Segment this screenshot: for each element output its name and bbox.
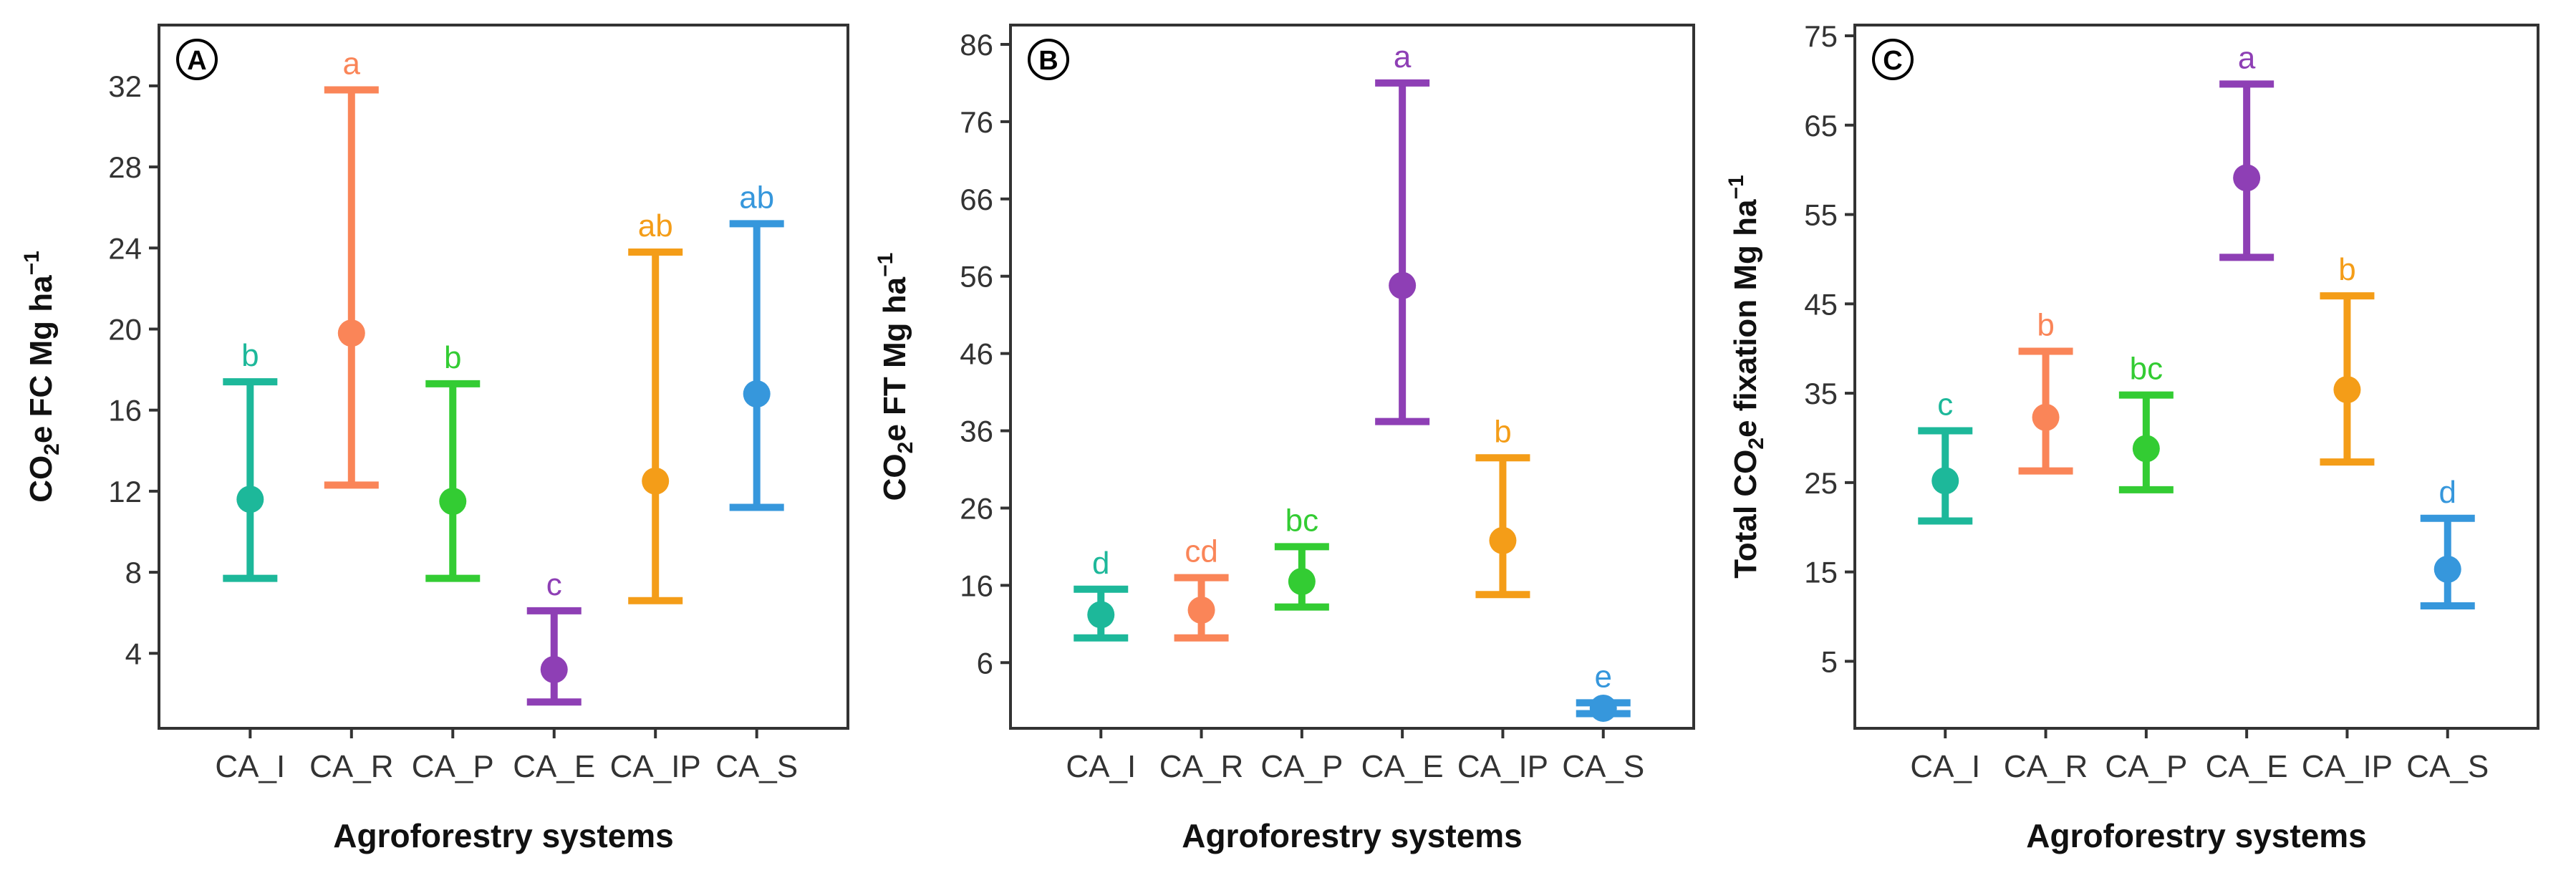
y-tick-label: 56: [960, 260, 993, 294]
y-axis-title: CO2e FT Mg ha−1: [874, 253, 917, 501]
panel-tag-circle: [1872, 39, 1914, 80]
x-tick-label: CA_E: [1361, 749, 1444, 784]
mean-point-CA_R: [337, 319, 365, 347]
mean-point-CA_E: [1389, 271, 1417, 299]
significance-letter-CA_P: bc: [2130, 352, 2163, 387]
x-axis-title: Agroforestry systems: [1182, 817, 1523, 854]
x-tick-label: CA_R: [2004, 749, 2088, 784]
panel-a: 4 8 12 16 20 24 28 32 CA_I CA_R CA_P CA_E CA_IP CA_S b…: [20, 24, 849, 854]
x-tick-label: CA_I: [1910, 749, 1980, 784]
mean-point-CA_R: [1187, 596, 1215, 624]
x-tick-label: CA_E: [2206, 749, 2288, 784]
significance-letter-CA_S: ab: [739, 180, 774, 215]
significance-letter-CA_E: a: [2238, 40, 2256, 75]
x-tick-label: CA_IP: [2302, 749, 2393, 784]
mean-point-CA_I: [236, 486, 264, 513]
panel-tag-label: A: [187, 46, 206, 76]
y-tick-label: 5: [1821, 645, 1838, 678]
mean-point-CA_P: [439, 488, 467, 516]
y-tick-label: 66: [960, 183, 993, 216]
significance-letter-CA_IP: ab: [638, 208, 673, 243]
x-tick-label: CA_P: [412, 749, 494, 784]
x-tick-label: CA_S: [715, 749, 798, 784]
y-tick-label: 16: [108, 394, 142, 428]
y-tick-label: 46: [960, 337, 993, 371]
x-tick-label: CA_R: [1159, 749, 1243, 784]
mean-point-CA_E: [540, 655, 568, 683]
y-tick-label: 26: [960, 491, 993, 525]
y-tick-label: 28: [108, 150, 142, 184]
significance-letter-CA_S: e: [1594, 659, 1611, 694]
x-tick-label: CA_IP: [1457, 749, 1548, 784]
significance-letter-CA_E: c: [546, 567, 562, 602]
y-tick-label: 4: [125, 637, 142, 670]
mean-point-CA_I: [1087, 601, 1115, 629]
significance-letter-CA_I: b: [241, 338, 259, 373]
y-tick-label: 20: [108, 312, 142, 346]
y-tick-label: 65: [1804, 109, 1838, 143]
mean-point-CA_S: [1589, 694, 1617, 722]
panel-tag-label: B: [1038, 46, 1058, 76]
x-tick-label: CA_S: [1562, 749, 1644, 784]
x-tick-label: CA_P: [1260, 749, 1343, 784]
significance-letter-CA_R: b: [2037, 307, 2054, 342]
mean-point-CA_IP: [642, 467, 670, 495]
mean-point-CA_S: [743, 380, 771, 408]
significance-letter-CA_R: a: [343, 47, 361, 82]
significance-letter-CA_S: d: [2438, 475, 2456, 510]
plot-frame: [1009, 24, 1695, 730]
panel-tag-circle: [1028, 39, 1069, 80]
y-tick-label: 12: [108, 475, 142, 508]
x-tick-label: CA_IP: [610, 749, 701, 784]
significance-letter-CA_R: cd: [1185, 534, 1217, 569]
y-tick-label: 15: [1804, 556, 1838, 589]
mean-point-CA_E: [2233, 164, 2261, 192]
x-axis-title: Agroforestry systems: [2026, 817, 2367, 854]
y-tick-label: 8: [125, 556, 142, 589]
mean-point-CA_P: [2132, 435, 2160, 463]
y-tick-label: 76: [960, 105, 993, 139]
y-tick-label: 55: [1804, 198, 1838, 232]
plot-frame: [158, 24, 849, 730]
mean-point-CA_S: [2433, 555, 2461, 583]
significance-letter-CA_I: c: [1937, 387, 1953, 422]
mean-point-CA_I: [1931, 467, 1959, 495]
y-tick-label: 6: [977, 646, 993, 680]
y-tick-label: 75: [1804, 19, 1838, 53]
significance-letter-CA_I: d: [1092, 546, 1109, 581]
y-tick-label: 45: [1804, 287, 1838, 321]
x-tick-label: CA_R: [309, 749, 393, 784]
significance-letter-CA_IP: b: [1494, 414, 1511, 449]
y-axis-title: Total CO2e fixation Mg ha−1: [1724, 175, 1768, 578]
significance-letter-CA_IP: b: [2338, 252, 2355, 287]
y-tick-label: 35: [1804, 377, 1838, 410]
mean-point-CA_P: [1288, 567, 1316, 595]
panel-b: 6 16 26 36 46 56 66 76 86 CA_I CA_R CA_P CA_E CA_IP CA…: [874, 24, 1695, 854]
mean-point-CA_IP: [1489, 526, 1517, 554]
significance-letter-CA_P: b: [444, 340, 461, 375]
significance-letter-CA_P: bc: [1285, 503, 1318, 538]
x-tick-label: CA_S: [2406, 749, 2489, 784]
y-tick-label: 16: [960, 569, 993, 602]
y-axis-title: CO2e FC Mg ha−1: [20, 251, 64, 503]
y-tick-label: 86: [960, 28, 993, 62]
y-tick-label: 36: [960, 415, 993, 448]
y-tick-label: 32: [108, 69, 142, 103]
mean-point-CA_R: [2032, 403, 2060, 431]
y-tick-label: 24: [108, 231, 142, 265]
significance-letter-CA_E: a: [1394, 39, 1412, 74]
x-tick-label: CA_I: [215, 749, 285, 784]
plot-frame: [1853, 24, 2539, 730]
x-tick-label: CA_E: [513, 749, 595, 784]
mean-point-CA_IP: [2333, 376, 2361, 404]
x-tick-label: CA_I: [1066, 749, 1136, 784]
panel-c: 5 15 25 35 45 55 65 75 CA_I CA_R CA_P CA_E CA_IP CA_S…: [1724, 19, 2539, 854]
y-tick-label: 25: [1804, 466, 1838, 500]
x-axis-title: Agroforestry systems: [333, 817, 674, 854]
panel-tag-circle: [176, 39, 218, 80]
panel-tag-label: C: [1883, 46, 1902, 76]
x-tick-label: CA_P: [2105, 749, 2187, 784]
